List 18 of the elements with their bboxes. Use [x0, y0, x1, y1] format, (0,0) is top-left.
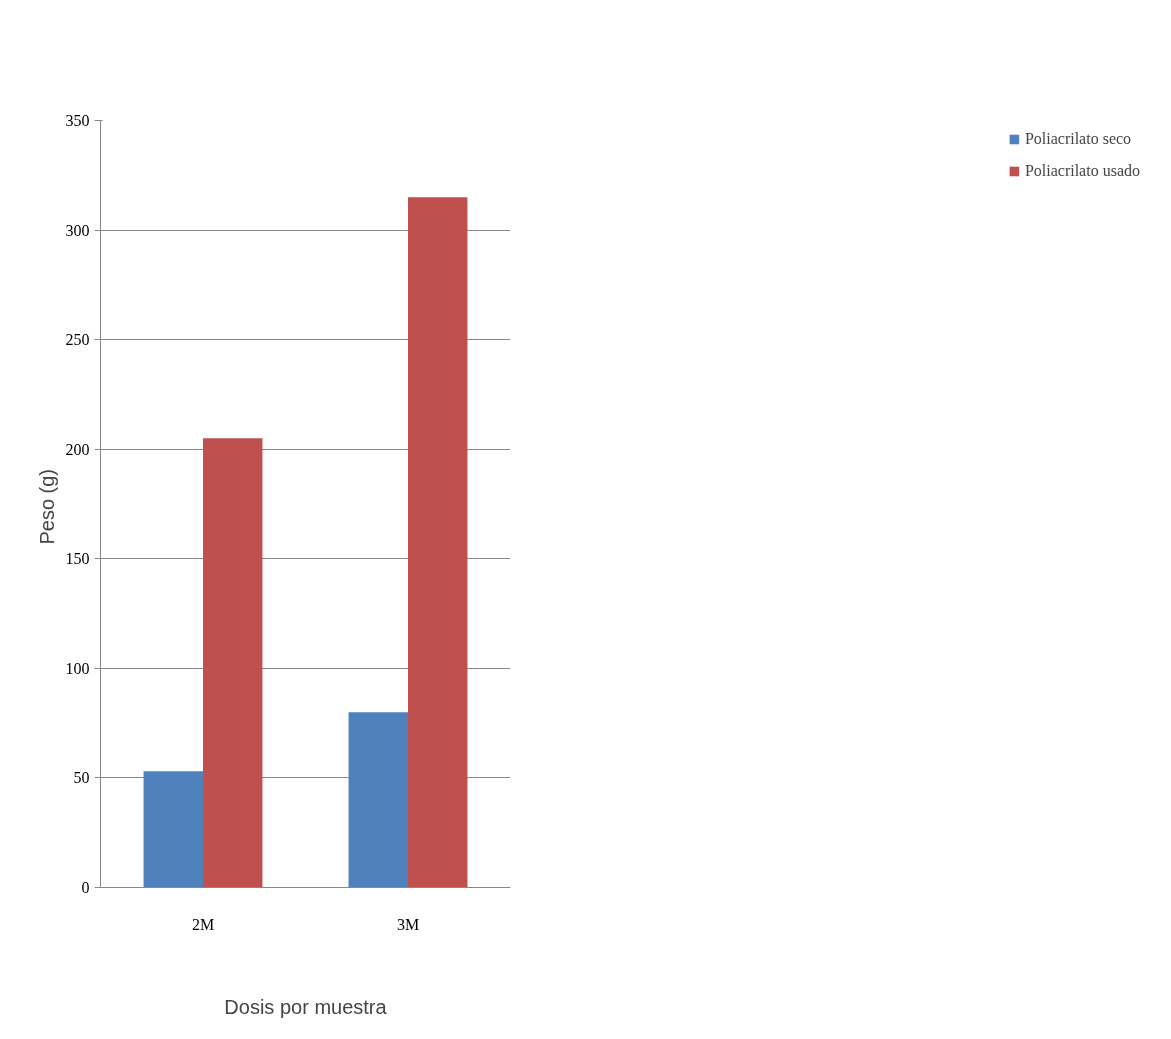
legend-label: Poliacrilato seco [1024, 130, 1132, 148]
y-tick-label: 0 [81, 879, 90, 896]
y-tick-label: 250 [65, 331, 90, 349]
legend-label: Poliacrilato usado [1024, 162, 1140, 180]
y-tick-label: 150 [65, 550, 90, 568]
bar [143, 771, 203, 888]
bar [408, 197, 468, 888]
x-tick-label: 3M [396, 915, 420, 933]
x-tick-label: 2M [191, 915, 215, 933]
y-tick-label: 50 [73, 769, 90, 787]
y-tick-label: 300 [65, 221, 90, 239]
bar [348, 712, 408, 888]
y-axis-title: Peso (g) [35, 468, 58, 545]
x-axis-title: Dosis por muestra [224, 995, 388, 1018]
y-tick-label: 350 [65, 112, 90, 129]
y-tick-label: 100 [65, 659, 90, 677]
bar [203, 438, 263, 888]
y-tick-label: 200 [65, 440, 90, 458]
